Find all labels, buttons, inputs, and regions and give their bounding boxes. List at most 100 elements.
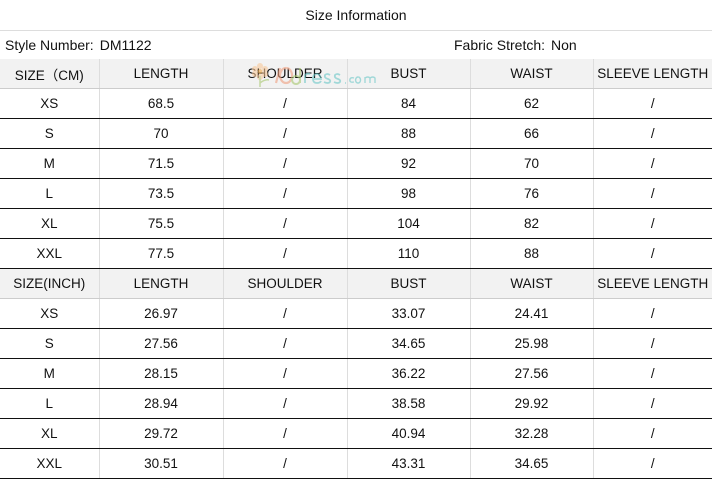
table-cell: 77.5 <box>98 238 223 269</box>
table-cell: 27.56 <box>469 358 593 389</box>
table-cell: / <box>222 358 347 389</box>
table-cell: / <box>592 178 712 209</box>
table-cell: 68.5 <box>98 88 223 119</box>
table-cell: 29.92 <box>469 388 593 419</box>
table-cell: M <box>0 358 99 389</box>
table-row: XS 26.97/33.07 24.41/ <box>0 298 712 329</box>
table-row: M 28.15/36.22 27.56/ <box>0 358 712 389</box>
table-cell: 66 <box>469 118 593 149</box>
column-header: SLEEVE LENGTH <box>592 268 712 299</box>
table-cell: / <box>222 178 347 209</box>
table-cell: / <box>222 88 347 119</box>
table-cell: 28.15 <box>98 358 223 389</box>
table-cell: 70 <box>469 148 593 179</box>
fabric-stretch: Fabric Stretch: Non <box>454 31 577 59</box>
table-row: S 70/88 66/ <box>0 118 712 149</box>
column-header: SHOULDER <box>222 268 347 299</box>
table-row: L 73.5/98 76/ <box>0 178 712 209</box>
table-cell: XL <box>0 208 99 239</box>
table-cell: 33.07 <box>346 298 470 329</box>
column-header: LENGTH <box>98 268 223 299</box>
style-number-label: Style Number: <box>5 37 94 53</box>
table-row: M 71.5/92 70/ <box>0 148 712 179</box>
column-header: WAIST <box>469 268 593 299</box>
table-cell: / <box>222 148 347 179</box>
fabric-stretch-value: Non <box>551 37 577 53</box>
column-header: SIZE（CM) <box>0 59 99 89</box>
table-cell: 76 <box>469 178 593 209</box>
table-cell: XS <box>0 88 99 119</box>
table-cell: L <box>0 178 99 209</box>
table-cell: 25.98 <box>469 328 593 359</box>
table-cell: / <box>222 238 347 269</box>
table-row: XXL 30.51/43.31 34.65/ <box>0 448 712 479</box>
table-cell: / <box>592 418 712 449</box>
table-cell: / <box>222 118 347 149</box>
table-cell: / <box>222 448 347 479</box>
table-cell: 32.28 <box>469 418 593 449</box>
table-cell: / <box>592 208 712 239</box>
table-cell: / <box>592 118 712 149</box>
table-row: XL 75.5/104 82/ <box>0 208 712 239</box>
column-header: LENGTH <box>98 59 223 89</box>
table-cell: / <box>592 88 712 119</box>
style-number-value: DM1122 <box>99 37 152 53</box>
header-row: SIZE(INCH) LENGTH SHOULDER BUST WAIST SLEEVE … <box>0 268 712 299</box>
table-cell: / <box>592 148 712 179</box>
table-cell: 73.5 <box>98 178 223 209</box>
table-cell: XXL <box>0 448 99 479</box>
table-cell: 70 <box>98 118 223 149</box>
table-cell: 24.41 <box>469 298 593 329</box>
table-cell: 36.22 <box>346 358 470 389</box>
table-row: XS 68.5/84 62/ <box>0 88 712 119</box>
table-cell: 88 <box>469 238 593 269</box>
column-header: SHOULDER <box>222 59 347 89</box>
table-row: S 27.56/34.65 25.98/ <box>0 328 712 359</box>
table-cell: 62 <box>469 88 593 119</box>
table-cell: 84 <box>346 88 470 119</box>
table-cell: 27.56 <box>98 328 223 359</box>
table-cell: / <box>222 208 347 239</box>
table-cell: / <box>592 388 712 419</box>
table-cell: 82 <box>469 208 593 239</box>
table-cell: 26.97 <box>98 298 223 329</box>
table-cell: 43.31 <box>346 448 470 479</box>
table-cell: / <box>592 448 712 479</box>
table-cell: S <box>0 328 99 359</box>
table-cell: / <box>592 328 712 359</box>
fabric-stretch-label: Fabric Stretch: <box>454 37 546 53</box>
table-cell: XS <box>0 298 99 329</box>
table-cell: 28.94 <box>98 388 223 419</box>
table-cell: 34.65 <box>346 328 470 359</box>
table-cell: 71.5 <box>98 148 223 179</box>
header-row: SIZE（CM) LENGTH SHOULDER BUST WAIST SLEEVE LE… <box>0 59 712 89</box>
table-cell: 104 <box>346 208 470 239</box>
column-header: BUST <box>346 268 470 299</box>
info-row: Style Number: DM1122 Fabric Stretch: Non <box>0 31 712 87</box>
table-cell: 75.5 <box>98 208 223 239</box>
column-header: WAIST <box>469 59 593 89</box>
table-cell: M <box>0 148 99 179</box>
table-cell: / <box>222 388 347 419</box>
table-cell: 38.58 <box>346 388 470 419</box>
table-cell: / <box>592 238 712 269</box>
column-header: BUST <box>346 59 470 89</box>
table-cell: / <box>222 418 347 449</box>
size-table: SIZE（CM) LENGTH SHOULDER BUST WAIST SLEEVE LE… <box>0 59 712 479</box>
table-row: XL 29.72/40.94 32.28/ <box>0 418 712 449</box>
table-cell: 30.51 <box>98 448 223 479</box>
table-cell: / <box>222 298 347 329</box>
table-row: XXL 77.5/110 88/ <box>0 238 712 269</box>
table-cell: 34.65 <box>469 448 593 479</box>
table-cell: L <box>0 388 99 419</box>
table-row: L 28.94/38.58 29.92/ <box>0 388 712 419</box>
table-cell: 92 <box>346 148 470 179</box>
table-cell: 40.94 <box>346 418 470 449</box>
table-cell: 98 <box>346 178 470 209</box>
table-cell: 88 <box>346 118 470 149</box>
table-cell: / <box>592 358 712 389</box>
column-header: SIZE(INCH) <box>0 268 99 299</box>
table-cell: / <box>222 328 347 359</box>
page-title: Size Information <box>0 0 712 31</box>
